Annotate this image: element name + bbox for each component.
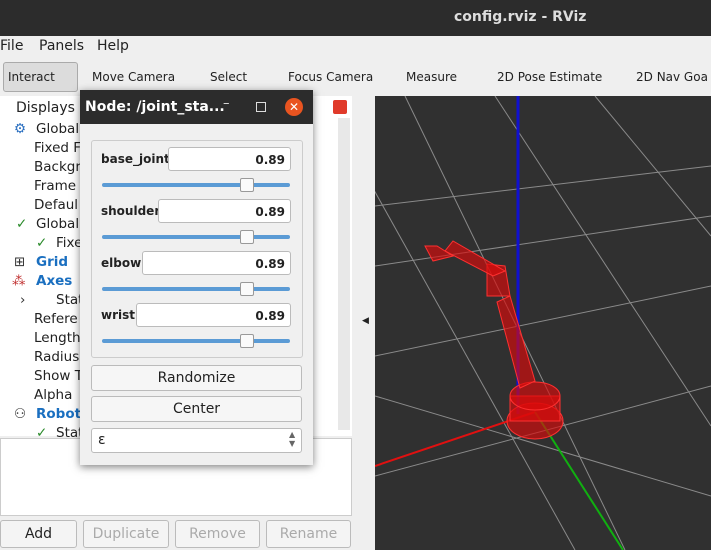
tool-button[interactable]: Select: [210, 70, 248, 84]
remove-button[interactable]: Remove: [175, 520, 260, 548]
center-button[interactable]: Center: [91, 396, 302, 422]
tree-icon: ✓: [36, 235, 48, 251]
tree-item[interactable]: Alpha: [34, 387, 73, 403]
tree-item[interactable]: Grid: [36, 254, 69, 270]
joint-value[interactable]: 0.89: [136, 303, 291, 327]
menu-item[interactable]: Panels: [39, 38, 85, 54]
tree-item[interactable]: Axes: [36, 273, 73, 289]
tree-icon: ⚙: [14, 121, 27, 137]
maximize[interactable]: [256, 102, 266, 112]
tree-item[interactable]: Stat: [56, 292, 84, 308]
tool-button[interactable]: 2D Pose Estimate: [497, 70, 603, 84]
tree-item[interactable]: Stat: [56, 425, 84, 441]
tree-item[interactable]: Backgr: [34, 159, 81, 175]
spinbox[interactable]: ε ▲ ▼: [91, 428, 302, 453]
slider-thumb[interactable]: [240, 230, 254, 244]
tree-icon: ›: [20, 292, 26, 308]
panel-title: Displays: [16, 100, 75, 116]
joint-name: wrist: [101, 308, 135, 322]
joint-value[interactable]: 0.89: [158, 199, 291, 223]
scrollbar[interactable]: [338, 118, 350, 430]
duplicate-button[interactable]: Duplicate: [83, 520, 169, 548]
slider-track[interactable]: [102, 287, 290, 291]
tool-active: [3, 62, 78, 92]
slider-thumb[interactable]: [240, 282, 254, 296]
tree-icon: ✓: [36, 425, 48, 441]
close-panel[interactable]: [333, 100, 347, 114]
minimize[interactable]: –: [223, 96, 230, 111]
joint-dialog: Node: /joint_sta... – ✕ base_joint 0.89 sh…: [80, 90, 313, 465]
tree-item[interactable]: Radius: [34, 349, 80, 365]
tree-item[interactable]: Frame: [34, 178, 77, 194]
dialog-titlebar: Node: /joint_sta... – ✕: [80, 90, 313, 124]
menu-item[interactable]: File: [0, 38, 24, 54]
tree-item[interactable]: Fixed F: [34, 140, 82, 156]
slider-track[interactable]: [102, 339, 290, 343]
tree-item[interactable]: Length: [34, 330, 81, 346]
tool-button[interactable]: Interact: [8, 70, 55, 84]
tree-item[interactable]: Robot: [36, 406, 82, 422]
tree-item[interactable]: Global: [36, 216, 80, 232]
randomize-button[interactable]: Randomize: [91, 365, 302, 391]
close[interactable]: ✕: [285, 98, 303, 116]
tree-item[interactable]: Defaul: [34, 197, 79, 213]
tool-button[interactable]: 2D Nav Goa: [636, 70, 708, 84]
render-view[interactable]: [375, 96, 711, 550]
tree-item[interactable]: Refere: [34, 311, 78, 327]
spin-value: ε: [98, 432, 106, 448]
tree-item[interactable]: Global: [36, 121, 80, 137]
joint-name: base_joint: [101, 152, 170, 166]
tree-icon: ⊞: [14, 254, 26, 270]
tool-button[interactable]: Move Camera: [92, 70, 176, 84]
tree-icon: ⚇: [14, 406, 27, 422]
dialog-title: Node: /joint_sta...: [85, 99, 225, 115]
joint-name: shoulder: [101, 204, 161, 218]
joint-group: [91, 140, 303, 358]
tree-item[interactable]: Fixe: [56, 235, 83, 251]
slider-thumb[interactable]: [240, 178, 254, 192]
tool-button[interactable]: Focus Camera: [288, 70, 374, 84]
slider-track[interactable]: [102, 183, 290, 187]
slider-thumb[interactable]: [240, 334, 254, 348]
tool-button[interactable]: Measure: [406, 70, 457, 84]
window-title: config.rviz - RViz: [454, 9, 587, 25]
menu-item[interactable]: Help: [97, 38, 129, 54]
rename-button[interactable]: Rename: [266, 520, 351, 548]
tree-icon: ⁂: [12, 273, 26, 289]
joint-value[interactable]: 0.89: [142, 251, 291, 275]
tree-icon: ✓: [16, 216, 28, 232]
splitter[interactable]: ◀: [352, 96, 375, 550]
joint-value[interactable]: 0.89: [168, 147, 291, 171]
title-bar: config.rviz - RViz: [0, 0, 711, 36]
joint-name: elbow: [101, 256, 142, 270]
add-button[interactable]: Add: [0, 520, 77, 548]
slider-track[interactable]: [102, 235, 290, 239]
tree-item[interactable]: Show T: [34, 368, 83, 384]
